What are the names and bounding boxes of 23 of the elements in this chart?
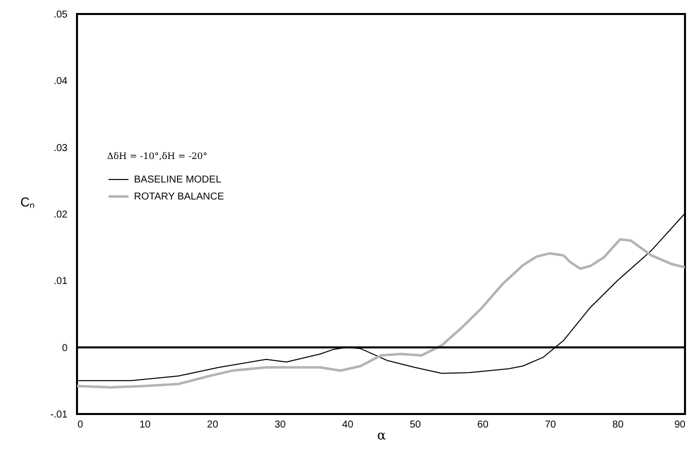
x-tick-label: 70 [544,420,556,430]
x-tick-label: 80 [612,420,624,430]
x-tick-label: 90 [674,420,686,430]
y-tick-label: .01 [54,276,68,288]
x-tick-label: 60 [477,420,489,430]
y-tick-label: -.01 [50,410,68,420]
legend-title: ΔδH = -10°,δH = -20° [107,152,208,162]
x-tick-label: 50 [410,420,422,430]
y-tick-label: 0 [62,342,68,354]
legend-label: BASELINE MODEL [134,174,222,186]
y-tick-label: .03 [54,142,68,154]
legend-label: ROTARY BALANCE [134,192,224,202]
x-tick-label: 10 [139,420,152,430]
x-tick-label: 30 [274,420,286,430]
x-axis-title: α [377,428,386,444]
x-tick-label: 20 [207,420,219,430]
y-tick-label: .04 [54,76,68,88]
y-tick-label: .02 [54,210,68,220]
x-tick-label: 40 [342,420,354,430]
x-tick-label: 0 [78,420,84,430]
y-tick-label: .05 [54,10,68,20]
line-series [77,238,685,389]
y-axis-title: Cₙ [20,194,35,210]
